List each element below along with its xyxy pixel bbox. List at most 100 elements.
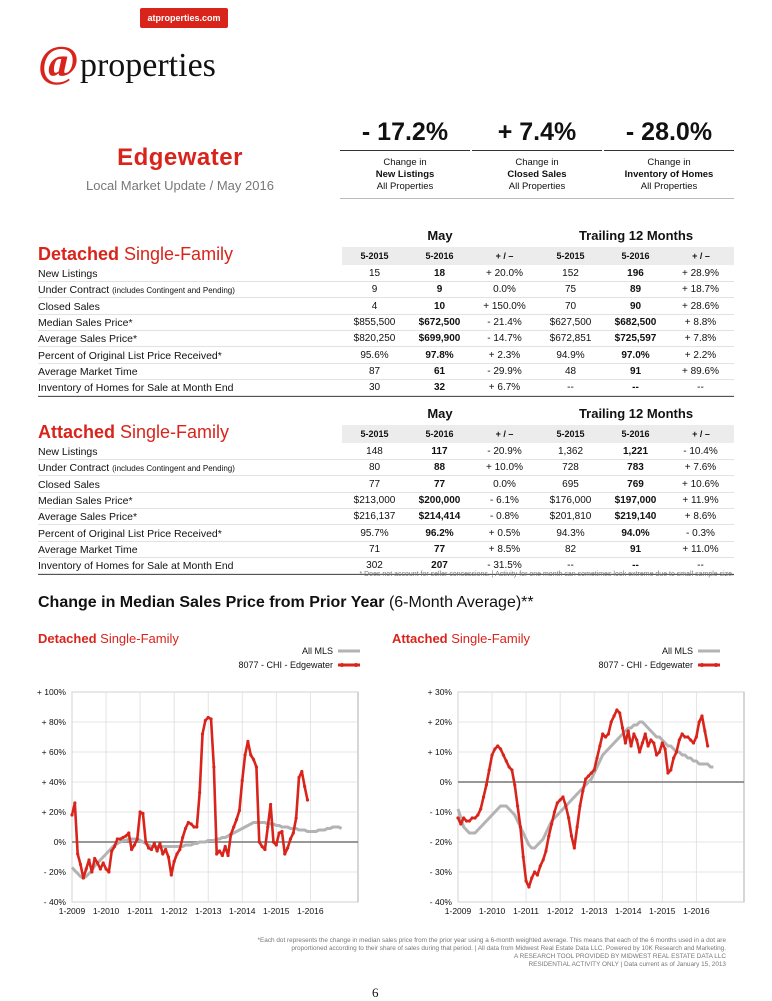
data-point — [283, 852, 287, 856]
data-point — [305, 798, 310, 802]
data-point — [115, 837, 119, 841]
row-label: Closed Sales — [38, 478, 100, 491]
data-point — [677, 738, 681, 742]
table-row: Average Market Time 71 77 + 8.5% 82 91 + 11.0% — [38, 542, 734, 558]
stat-value: + 7.4% — [497, 118, 577, 146]
series-line-all-mls — [456, 720, 714, 850]
data-point — [104, 867, 108, 871]
data-point — [118, 837, 122, 841]
data-point — [623, 741, 628, 745]
data-point — [138, 810, 142, 814]
data-point — [95, 861, 100, 865]
data-point — [129, 847, 134, 852]
data-point — [547, 834, 551, 838]
data-point — [589, 771, 593, 775]
data-point — [269, 802, 273, 807]
cell-value: 97.0% — [621, 349, 650, 361]
data-point — [555, 801, 559, 805]
legend-swatch-red — [338, 663, 360, 667]
cell-value: 117 — [431, 446, 448, 457]
data-point — [257, 840, 261, 844]
data-point — [606, 732, 610, 736]
x-tick-label: 1-2015 — [263, 906, 290, 916]
website-url-badge[interactable]: atproperties.com — [140, 8, 228, 28]
cell-value: + 89.6% — [682, 365, 719, 377]
data-point — [169, 873, 173, 877]
attached-chart-title: Attached Single-Family — [392, 631, 530, 646]
cell-value: $672,500 — [418, 316, 461, 328]
table-row: Inventory of Homes for Sale at Month End… — [38, 380, 734, 397]
data-point — [98, 867, 102, 871]
data-point — [493, 747, 497, 751]
legend-swatch-gray — [338, 649, 360, 653]
data-point — [172, 859, 176, 864]
data-point — [246, 739, 250, 744]
stat-line3: All Properties — [508, 181, 566, 192]
data-point — [646, 744, 650, 748]
cell-value: $201,810 — [549, 511, 592, 523]
cell-value: + 0.5% — [488, 527, 521, 539]
data-point — [93, 856, 97, 861]
row-label: Percent of Original List Price Received* — [38, 349, 222, 362]
col-header: + / – — [495, 429, 514, 439]
data-point — [277, 831, 281, 835]
cell-value: 61 — [433, 365, 446, 377]
logo-at-symbol: @ — [38, 37, 79, 86]
cell-value: 769 — [627, 478, 644, 490]
x-tick-label: 1-2015 — [649, 906, 676, 916]
cell-value: 1,221 — [622, 446, 649, 457]
cell-value: -- — [567, 382, 574, 394]
cell-value: 90 — [629, 300, 642, 312]
col-header: 5-2015 — [360, 429, 389, 439]
cell-value: - 31.5% — [487, 560, 522, 572]
col-group-month: May — [427, 406, 453, 421]
legend-swatch-gray — [698, 649, 720, 653]
row-label: Percent of Original List Price Received* — [38, 527, 222, 540]
data-point — [535, 873, 540, 877]
cell-value: 152 — [562, 268, 579, 279]
x-tick-label: 1-2014 — [615, 906, 642, 916]
chart-footnote: *Each dot represents the change in media… — [257, 937, 726, 968]
cell-value: 9 — [371, 284, 378, 296]
y-tick-label: - 40% — [44, 897, 67, 907]
cell-value: + 8.8% — [684, 316, 717, 328]
cell-value: + 6.7% — [488, 382, 521, 394]
data-point — [223, 844, 227, 849]
data-point — [141, 811, 145, 816]
x-tick-label: 1-2016 — [297, 906, 324, 916]
data-point — [706, 744, 710, 748]
data-point — [655, 753, 659, 757]
cell-value: 80 — [368, 462, 381, 474]
cell-value: - 29.9% — [487, 365, 522, 377]
data-point — [149, 847, 154, 852]
cell-value: $219,140 — [614, 511, 657, 523]
data-point — [107, 870, 111, 874]
data-point — [669, 768, 673, 772]
data-point — [217, 849, 222, 853]
data-point — [674, 750, 679, 754]
area-name: Edgewater — [117, 144, 243, 171]
x-tick-label: 1-2010 — [479, 906, 506, 916]
data-point — [575, 825, 579, 829]
data-point — [561, 795, 565, 799]
plot-area — [457, 691, 745, 903]
data-point — [521, 855, 525, 859]
table-row: Percent of Original List Price Received*… — [38, 348, 734, 364]
data-point — [615, 708, 619, 712]
data-point — [291, 831, 295, 835]
data-point — [689, 738, 693, 742]
attached-legend: All MLS 8077 - CHI - Edgewater — [560, 644, 720, 672]
data-point — [212, 765, 216, 769]
data-point — [127, 831, 131, 835]
data-point — [263, 847, 267, 852]
data-point — [558, 798, 562, 802]
data-point — [476, 813, 480, 817]
cell-value: $855,500 — [353, 316, 396, 328]
data-point — [260, 844, 264, 849]
stat-value: - 28.0% — [625, 118, 713, 146]
legend-label: 8077 - CHI - Edgewater — [238, 660, 333, 670]
legend-swatch-red — [698, 663, 720, 667]
data-point — [135, 837, 139, 841]
row-label: Inventory of Homes for Sale at Month End — [38, 560, 234, 573]
data-point — [215, 852, 219, 856]
